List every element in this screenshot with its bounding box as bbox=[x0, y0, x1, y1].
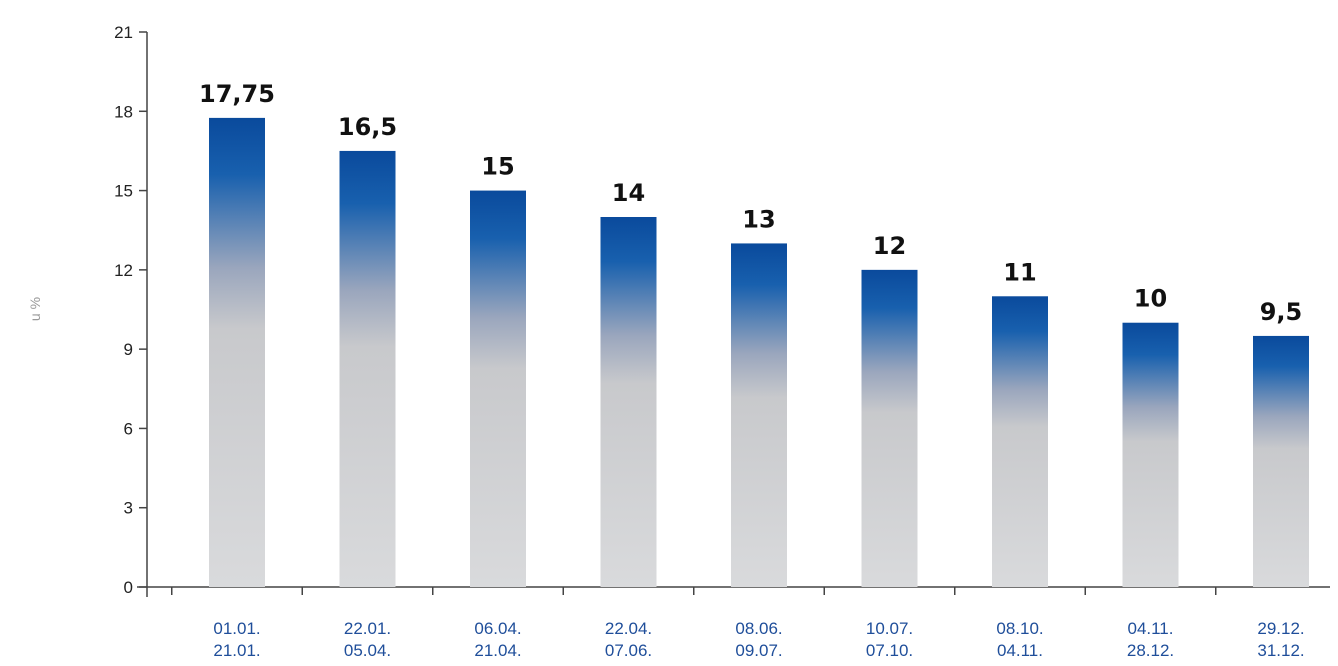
data-label: 14 bbox=[612, 179, 645, 207]
y-tick-label: 15 bbox=[114, 182, 133, 201]
data-label: 15 bbox=[481, 153, 514, 181]
x-tick-label: 31.12. bbox=[1257, 641, 1304, 660]
y-tick-label: 21 bbox=[114, 23, 133, 42]
data-label: 13 bbox=[742, 205, 775, 233]
x-tick-label: 08.06. bbox=[735, 619, 782, 638]
data-label: 10 bbox=[1134, 285, 1167, 313]
data-label: 9,5 bbox=[1260, 298, 1303, 326]
bars bbox=[209, 117, 1309, 588]
y-tick-label: 3 bbox=[124, 499, 133, 518]
bar bbox=[731, 243, 787, 587]
y-tick-label: 12 bbox=[114, 261, 133, 280]
x-tick-label: 04.11. bbox=[1127, 619, 1173, 638]
x-tick-label: 21.04. bbox=[474, 641, 521, 660]
x-tick-label: 28.12. bbox=[1127, 641, 1174, 660]
x-tick-label: 07.10. bbox=[866, 641, 913, 660]
labels: 17,75 01.01. 21.01. 16,5 22.01. 05.04. 15 06.04… bbox=[199, 80, 1305, 660]
bar bbox=[1122, 322, 1179, 587]
y-tick-label: 6 bbox=[124, 419, 133, 438]
y-tick-label: 0 bbox=[124, 578, 133, 597]
data-label: 11 bbox=[1003, 258, 1036, 286]
x-tick-label: 10.07. bbox=[866, 619, 913, 638]
x-tick-label: 04.11. bbox=[997, 641, 1043, 660]
x-tick-label: 07.06. bbox=[605, 641, 652, 660]
data-label: 17,75 bbox=[199, 80, 275, 108]
y-axis-title: u % bbox=[27, 297, 43, 321]
bar bbox=[470, 190, 526, 588]
x-tick-label: 22.04. bbox=[605, 619, 652, 638]
bar bbox=[209, 117, 265, 588]
y-tick-label: 9 bbox=[124, 340, 133, 359]
bar bbox=[1253, 335, 1309, 587]
x-tick-label: 29.12. bbox=[1257, 619, 1304, 638]
bar bbox=[339, 150, 396, 587]
x-tick-label: 01.01. bbox=[213, 619, 260, 638]
x-tick-label: 22.01. bbox=[344, 619, 391, 638]
x-tick-label: 08.10. bbox=[996, 619, 1043, 638]
data-label: 16,5 bbox=[338, 113, 397, 141]
x-tick-label: 09.07. bbox=[735, 641, 782, 660]
x-tick-label: 06.04. bbox=[474, 619, 521, 638]
bar bbox=[992, 296, 1048, 587]
x-tick-label: 05.04. bbox=[344, 641, 391, 660]
bar bbox=[600, 217, 657, 587]
bar bbox=[861, 269, 918, 587]
x-tick-label: 21.01. bbox=[213, 641, 260, 660]
data-label: 12 bbox=[873, 232, 906, 260]
y-tick-label: 18 bbox=[114, 102, 133, 121]
